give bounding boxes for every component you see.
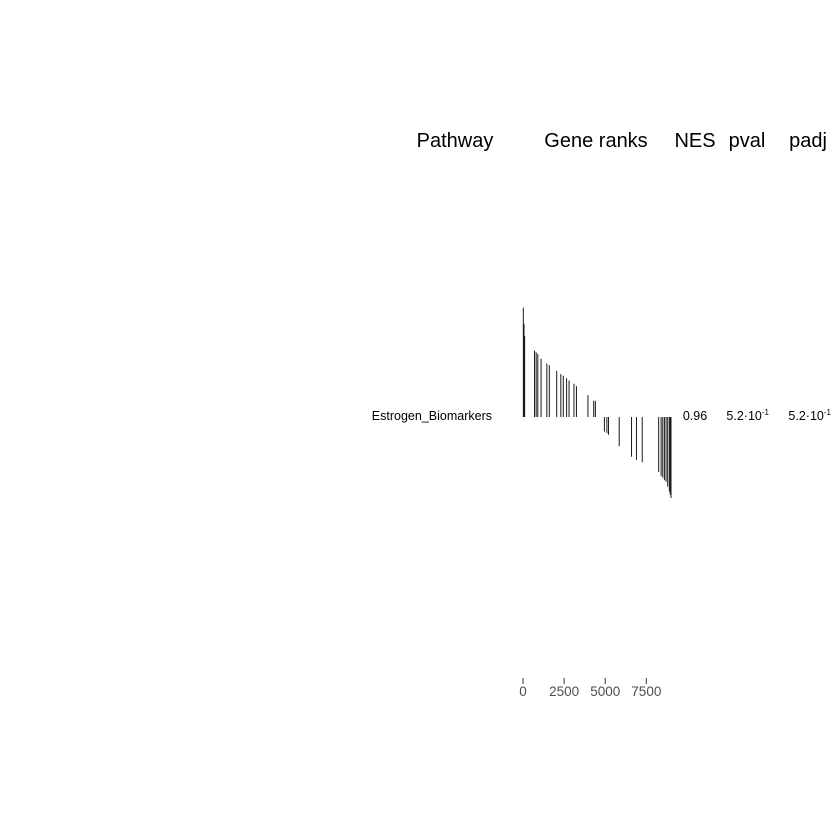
x-axis-tick-label: 0 (519, 684, 527, 699)
header-pathway: Pathway (417, 130, 494, 152)
gene-ranks-plot (522, 307, 672, 498)
x-axis-tick-label: 5000 (590, 684, 620, 699)
header-pval: pval (729, 130, 766, 152)
row-padj-value: 5.2·10-1 (788, 408, 831, 423)
gene-ranks-x-axis: 0 2500 5000 7500 (519, 678, 661, 699)
x-axis-tick-label: 2500 (549, 684, 579, 699)
row-pval-value: 5.2·10-1 (726, 408, 769, 423)
header-gene-ranks: Gene ranks (544, 130, 647, 152)
header-padj: padj (789, 130, 827, 152)
padj-exponent: -1 (824, 408, 832, 417)
padj-mantissa: 5.2·10 (788, 409, 823, 423)
x-axis-tick-label: 7500 (631, 684, 661, 699)
row-pathway-name: Estrogen_Biomarkers (372, 409, 492, 423)
pval-mantissa: 5.2·10 (726, 409, 761, 423)
pval-exponent: -1 (762, 408, 770, 417)
row-nes-value: 0.96 (683, 409, 707, 423)
header-nes: NES (674, 130, 715, 152)
